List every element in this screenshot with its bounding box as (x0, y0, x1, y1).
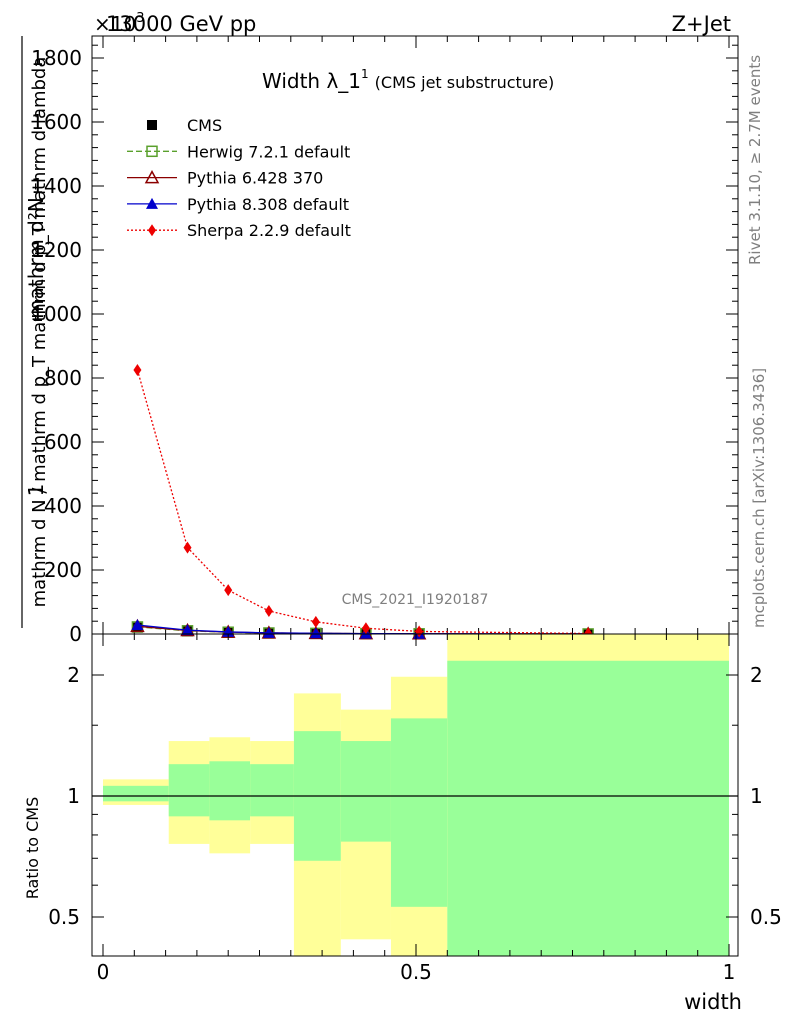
mcplots-label: mcplots.cern.ch [arXiv:1306.3436] (750, 368, 768, 628)
ratio-y-label: Ratio to CMS (23, 797, 42, 899)
data-point (183, 541, 192, 554)
data-point (262, 626, 275, 638)
analysis-watermark: CMS_2021_I1920187 (342, 592, 489, 608)
ratio-y-tick-label: 0.5 (48, 905, 80, 929)
y-tick-label: 1000 (31, 302, 82, 326)
ratio-y-tick-label-right: 0.5 (750, 905, 782, 929)
data-point (224, 584, 233, 597)
legend-label: CMS (187, 116, 222, 135)
x-axis-label: width (684, 990, 742, 1014)
data-point (264, 604, 273, 617)
energy-label: 13000 GeV pp (106, 12, 256, 36)
ratio-y-tick-label-right: 2 (750, 663, 763, 687)
multiplier-label: ×103 (94, 11, 145, 36)
legend-entry: CMS (147, 116, 222, 135)
y-label-denominator: mathrm d N / mathrm d p_T mathrm d p_T m… (29, 57, 50, 608)
data-point (181, 624, 194, 636)
legend: CMS Herwig 7.2.1 default Pythia 6.428 370 P… (127, 116, 351, 240)
band-inner (447, 660, 729, 956)
band-inner (209, 761, 251, 821)
y-tick-label: 400 (44, 494, 82, 518)
data-point (146, 145, 158, 158)
data-point (133, 364, 142, 376)
data-point (311, 615, 320, 628)
data-point (361, 622, 370, 635)
data-point (131, 619, 144, 631)
data-point (144, 170, 160, 184)
legend-label: Sherpa 2.2.9 default (187, 221, 351, 240)
legend-entry: Pythia 8.308 default (127, 195, 349, 214)
legend-label: Pythia 6.428 370 (187, 169, 323, 188)
y-axis-label: mathrm d²N 1 mathrm d N / mathrm d p_T m… (21, 36, 50, 628)
data-point (148, 224, 156, 237)
y-tick-label: 1600 (31, 110, 82, 134)
process-label: Z+Jet (672, 12, 731, 36)
ratio-y-tick-label: 1 (67, 784, 80, 808)
data-point (146, 197, 158, 209)
y-tick-label: 1200 (31, 238, 82, 262)
y-tick-label: 800 (44, 366, 82, 390)
band-gap (340, 939, 391, 956)
lower-frame (91, 633, 739, 957)
x-tick-label: 0.5 (400, 960, 432, 984)
x-tick-label: 1 (723, 960, 736, 984)
y-label-top: mathrm d²N (24, 197, 48, 319)
ratio-plot: 0.5 0.5 1 1 2 2 0 0.5 1 (48, 633, 782, 984)
main-plot: 0 200 400 600 800 1000 1200 1400 1600 1800 (31, 35, 739, 646)
ratio-y-tick-label: 2 (67, 663, 80, 687)
data-point (147, 120, 157, 130)
chart-title: Width λ_11 (CMS jet substructure) (262, 67, 554, 93)
legend-entry: Herwig 7.2.1 default (127, 142, 350, 161)
y-tick-label: 1400 (31, 174, 82, 198)
y-tick-label: 1800 (31, 46, 82, 70)
x-tick-label: 0 (97, 960, 110, 984)
band-inner (168, 764, 210, 817)
band-inner (103, 785, 169, 802)
y-tick-label: 200 (44, 558, 82, 582)
ratio-y-tick-label-right: 1 (750, 784, 763, 808)
y-tick-label: 600 (44, 430, 82, 454)
band-inner (340, 741, 391, 842)
band-inner (390, 718, 448, 907)
legend-entry: Pythia 6.428 370 (127, 169, 323, 188)
legend-entry: Sherpa 2.2.9 default (127, 221, 351, 240)
y-tick-label: 0 (69, 622, 82, 646)
band-inner (250, 764, 294, 817)
y-label-numerator: 1 (24, 484, 48, 497)
legend-label: Herwig 7.2.1 default (187, 142, 350, 161)
data-point (309, 627, 322, 639)
rivet-version-label: Rivet 3.1.10, ≥ 2.7M events (746, 55, 764, 265)
series-line (136, 369, 589, 635)
uncertainty-bands (103, 634, 729, 956)
legend-label: Pythia 8.308 default (187, 195, 349, 214)
